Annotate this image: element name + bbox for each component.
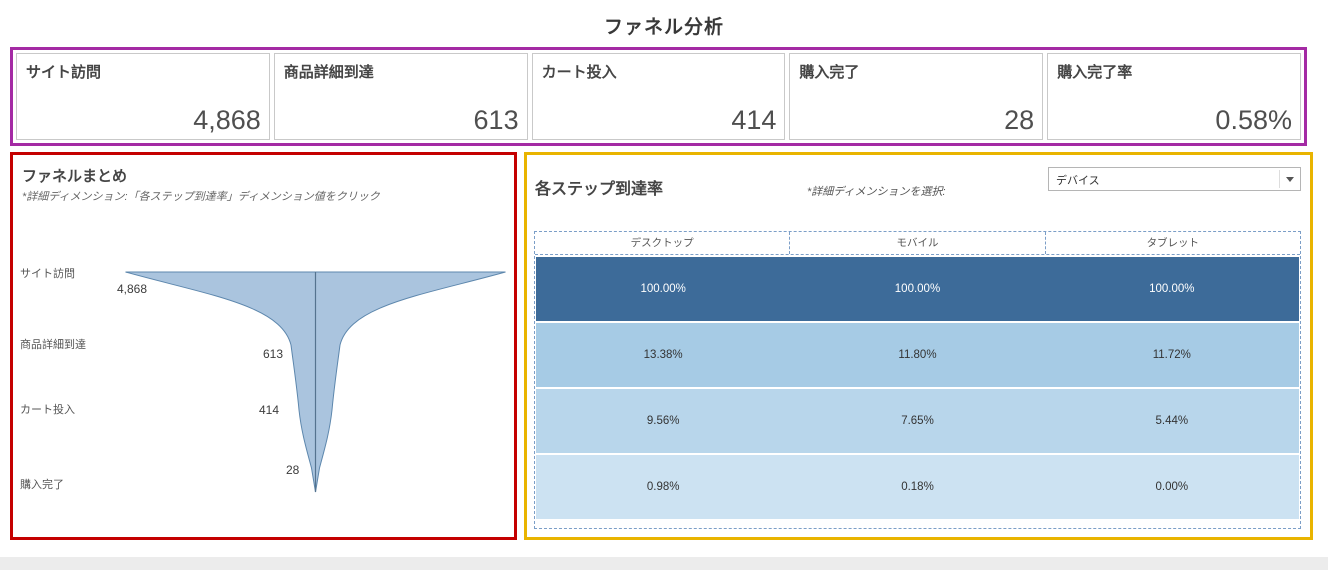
table-cell[interactable]: 7.65% (901, 415, 934, 427)
table-cell[interactable]: 11.80% (898, 349, 937, 361)
funnel-stage-value: 414 (259, 403, 280, 417)
kpi-label: サイト訪問 (26, 64, 102, 81)
table-cell[interactable]: 0.98% (646, 481, 680, 493)
funnel-stage-label: 購入完了 (20, 479, 64, 491)
table-cell[interactable]: 9.56% (646, 415, 680, 427)
kpi-label: 購入完了 (799, 64, 860, 81)
table-cell[interactable]: 100.00% (640, 283, 686, 295)
funnel-panel-subtitle: *詳細ディメンション:「各ステップ到達率」ディメンション値をクリック (22, 191, 380, 203)
dimension-select-note: *詳細ディメンションを選択: (807, 186, 946, 198)
funnel-panel-title: ファネルまとめ (22, 168, 128, 185)
funnel-stage-label: 商品詳細到達 (20, 339, 86, 351)
table-cell[interactable]: 11.72% (1152, 349, 1191, 361)
reach-rate-table: デスクトップ モバイル タブレット 100.00% 100.00% 100.00… (534, 231, 1301, 529)
step-reach-rate-panel: 各ステップ到達率 *詳細ディメンションを選択: デバイス デスクトップ モバイル… (524, 152, 1313, 540)
kpi-card-add-to-cart: カート投入 414 (531, 53, 786, 140)
table-row: 0.98% 0.18% 0.00% (536, 455, 1299, 519)
funnel-summary-panel: ファネルまとめ *詳細ディメンション:「各ステップ到達率」ディメンション値をクリ… (10, 152, 517, 540)
table-cell[interactable]: 0.00% (1155, 481, 1189, 493)
kpi-card-purchase: 購入完了 28 (789, 53, 1044, 140)
table-row: 100.00% 100.00% 100.00% (536, 257, 1299, 321)
kpi-label: 商品詳細到達 (283, 64, 374, 81)
kpi-card-product-detail: 商品詳細到達 613 (273, 53, 528, 140)
dropdown-selected-value: デバイス (1056, 175, 1100, 187)
kpi-card-site-visits: サイト訪問 4,868 (16, 53, 270, 140)
kpi-card-purchase-rate: 購入完了率 0.58% (1047, 53, 1301, 140)
kpi-label: 購入完了率 (1057, 64, 1133, 81)
table-cell[interactable]: 13.38% (643, 349, 683, 361)
table-cell[interactable]: 5.44% (1155, 415, 1189, 427)
table-body: 100.00% 100.00% 100.00% 13.38% 11.80% 11… (535, 255, 1300, 519)
bottom-strip (0, 557, 1328, 570)
chevron-down-icon[interactable] (1286, 177, 1294, 182)
kpi-value: 613 (473, 105, 519, 135)
table-row: 13.38% 11.80% 11.72% (536, 323, 1299, 387)
kpi-row: サイト訪問 4,868 商品詳細到達 613 カート投入 414 購入完了 28… (10, 47, 1307, 146)
column-header-tablet[interactable]: タブレット (1146, 237, 1200, 249)
funnel-stage-value: 28 (286, 463, 300, 477)
column-header-mobile[interactable]: モバイル (790, 232, 1046, 254)
table-row: 9.56% 7.65% 5.44% (536, 389, 1299, 453)
funnel-stage-value: 613 (263, 347, 284, 361)
column-header-desktop[interactable]: デスクトップ (535, 232, 791, 254)
funnel-chart[interactable] (13, 155, 514, 537)
table-cell[interactable]: 0.18% (901, 481, 934, 493)
kpi-value: 28 (1004, 105, 1035, 135)
kpi-label: カート投入 (541, 64, 617, 81)
funnel-stage-label: カート投入 (20, 404, 75, 416)
table-cell[interactable]: 100.00% (894, 283, 941, 295)
funnel-stage-value: 4,868 (117, 282, 148, 296)
dropdown-separator (1279, 170, 1280, 188)
table-header-row: デスクトップ モバイル タブレット (535, 232, 1300, 255)
table-panel-title: 各ステップ到達率 (535, 181, 664, 198)
kpi-value: 414 (731, 105, 777, 135)
page-title: ファネル分析 (603, 17, 724, 38)
kpi-value: 0.58% (1215, 105, 1292, 135)
dimension-dropdown[interactable]: デバイス (1048, 167, 1301, 191)
kpi-value: 4,868 (193, 105, 261, 135)
funnel-stage-label: サイト訪問 (20, 268, 75, 280)
table-cell[interactable]: 100.00% (1149, 283, 1195, 295)
